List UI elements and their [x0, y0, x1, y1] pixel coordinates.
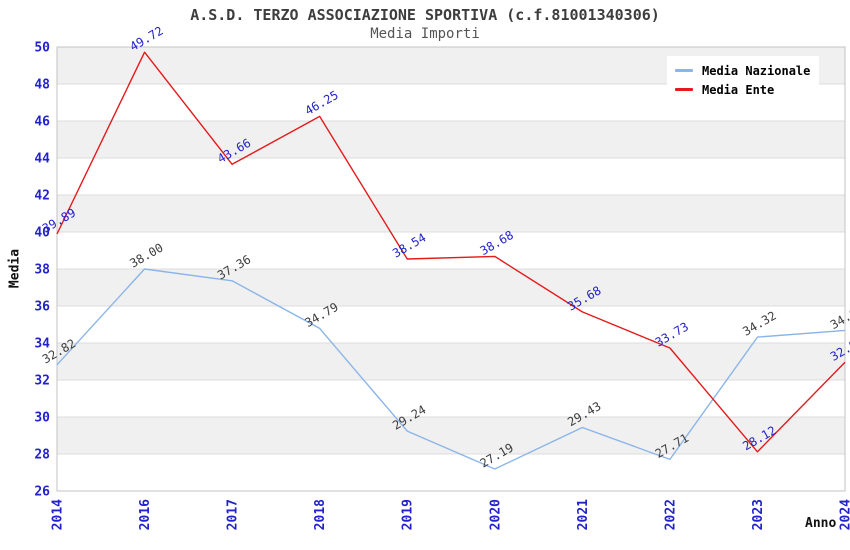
svg-text:34: 34	[34, 337, 50, 352]
svg-text:48: 48	[34, 78, 50, 93]
legend: Media Nazionale Media Ente	[667, 56, 819, 104]
svg-text:30: 30	[34, 411, 50, 426]
svg-text:28: 28	[34, 448, 50, 463]
svg-text:2016: 2016	[138, 499, 153, 530]
svg-text:32: 32	[34, 374, 50, 389]
chart-title: A.S.D. TERZO ASSOCIAZIONE SPORTIVA (c.f.…	[190, 6, 660, 24]
svg-text:42: 42	[34, 189, 50, 204]
svg-text:36: 36	[34, 300, 50, 315]
svg-text:2024: 2024	[839, 499, 850, 530]
legend-item-media-nazionale: Media Nazionale	[675, 61, 819, 80]
svg-text:50: 50	[34, 41, 50, 56]
svg-text:44: 44	[34, 152, 50, 167]
legend-item-media-ente: Media Ente	[675, 80, 819, 99]
legend-label: Media Nazionale	[702, 63, 811, 78]
svg-text:2019: 2019	[401, 499, 416, 530]
svg-text:40: 40	[34, 226, 50, 241]
svg-text:26: 26	[34, 485, 50, 500]
media-ente-line-swatch-icon	[675, 88, 693, 91]
svg-text:2020: 2020	[488, 499, 503, 530]
x-axis-title: Anno	[805, 516, 837, 531]
media-nazionale-line-swatch-icon	[675, 69, 693, 72]
y-axis-title: Media	[7, 248, 23, 289]
legend-label: Media Ente	[702, 82, 775, 97]
chart-subtitle: Media Importi	[370, 26, 480, 42]
svg-text:38: 38	[34, 263, 50, 278]
svg-text:2022: 2022	[663, 499, 678, 530]
svg-text:46: 46	[34, 115, 50, 130]
svg-text:2018: 2018	[313, 499, 328, 530]
svg-text:2023: 2023	[751, 499, 766, 530]
svg-text:2021: 2021	[576, 499, 591, 530]
svg-text:2017: 2017	[226, 499, 241, 530]
svg-text:2014: 2014	[51, 499, 66, 530]
